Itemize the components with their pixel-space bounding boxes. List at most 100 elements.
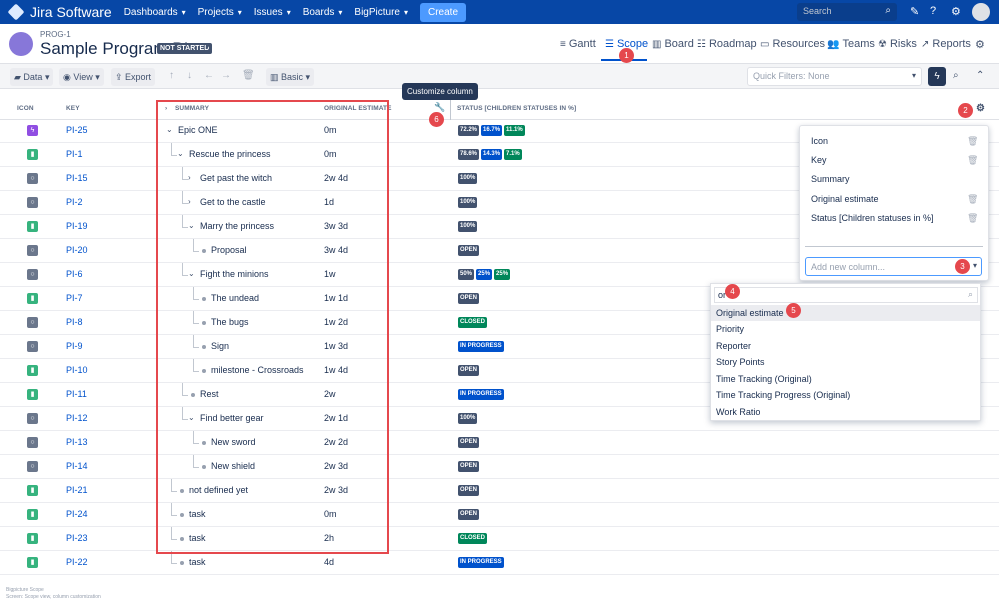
lightning-icon[interactable]: ϟ (928, 67, 946, 86)
nav-issues[interactable]: Issues ▾ (254, 7, 291, 18)
issue-estimate[interactable]: 1w 1d (324, 293, 349, 303)
issue-estimate[interactable]: 2w 1d (324, 413, 349, 423)
issue-key-link[interactable]: PI-13 (66, 437, 88, 447)
issue-estimate[interactable]: 3w 4d (324, 245, 349, 255)
column-item-icon[interactable]: Icon (811, 136, 829, 146)
column-item-summary[interactable]: Summary (811, 174, 850, 184)
view-menu-button[interactable]: ◉ View ▾ (59, 68, 104, 86)
dropdown-option[interactable]: Time Tracking Progress (Original) (716, 390, 851, 400)
issue-key-link[interactable]: PI-20 (66, 245, 88, 255)
issue-estimate[interactable]: 2w 4d (324, 173, 349, 183)
tab-scope[interactable]: ☰ Scope (605, 38, 648, 50)
chevron-down-icon[interactable]: ⌄ (188, 413, 195, 422)
add-column-input[interactable]: Add new column... ▾ (805, 257, 982, 276)
header-key[interactable]: KEY (66, 105, 80, 112)
table-row[interactable]: ○ PI-13 New sword 2w 2d OPEN (0, 431, 999, 455)
issue-key-link[interactable]: PI-8 (66, 317, 83, 327)
chevron-down-icon[interactable]: ⌄ (188, 221, 195, 230)
collapse-icon[interactable]: ⌃ (976, 70, 985, 81)
arrow-left-icon[interactable]: ← (204, 70, 214, 81)
chevron-down-icon[interactable]: ⌄ (166, 125, 173, 134)
trash-icon[interactable]: 🗑 (967, 194, 979, 204)
chevron-down-icon[interactable]: ▾ (205, 41, 211, 52)
tab-resources[interactable]: ▭ Resources (760, 38, 825, 50)
table-row[interactable]: ▮ PI-19 ⌄ Marry the princess 3w 3d 100% (0, 215, 999, 239)
dropdown-option[interactable]: Reporter (716, 341, 752, 351)
tab-roadmap[interactable]: ☷ Roadmap (697, 38, 757, 50)
issue-estimate[interactable]: 1w 2d (324, 317, 349, 327)
issue-key-link[interactable]: PI-23 (66, 533, 88, 543)
header-icon[interactable]: ICON (17, 105, 34, 112)
issue-summary[interactable]: Get to the castle (200, 197, 266, 207)
column-search-input[interactable]: or ⌕ (714, 287, 978, 303)
issue-estimate[interactable]: 0m (324, 149, 337, 159)
chevron-right-icon[interactable]: › (165, 105, 168, 112)
chevron-right-icon[interactable]: › (188, 197, 191, 206)
issue-summary[interactable]: The bugs (211, 317, 249, 327)
issue-summary[interactable]: task (189, 509, 206, 519)
issue-summary[interactable]: Sign (211, 341, 230, 351)
issue-estimate[interactable]: 1w 4d (324, 365, 349, 375)
column-item-status[interactable]: Status [Children statuses in %] (811, 213, 934, 223)
trash-icon[interactable]: 🗑 (967, 213, 979, 223)
delete-icon[interactable]: 🗑 (242, 70, 255, 81)
tab-risks[interactable]: ☢ Risks (878, 38, 917, 50)
global-search-input[interactable]: Search ⌕ (797, 3, 897, 21)
table-row[interactable]: ○ PI-2 › Get to the castle 1d 100% (0, 191, 999, 215)
dropdown-option[interactable]: Original estimate (711, 305, 980, 321)
nav-bigpicture[interactable]: BigPicture ▾ (354, 7, 408, 18)
table-row[interactable]: ▮ PI-22 task 4d IN PROGRESS (0, 551, 999, 575)
help-icon[interactable]: ? (930, 5, 937, 17)
issue-summary[interactable]: Find better gear (200, 413, 264, 423)
header-original-estimate[interactable]: ORIGINAL ESTIMATE (324, 105, 392, 112)
wrench-icon[interactable]: 🔧 (434, 102, 446, 112)
issue-key-link[interactable]: PI-7 (66, 293, 83, 303)
issue-key-link[interactable]: PI-2 (66, 197, 83, 207)
issue-estimate[interactable]: 1d (324, 197, 335, 207)
dropdown-option[interactable]: Story Points (716, 357, 765, 367)
table-row[interactable]: ▮ PI-7 The undead 1w 1d OPEN (0, 287, 999, 311)
table-row[interactable]: ▮ PI-11 Rest 2w IN PROGRESS (0, 383, 999, 407)
create-button[interactable]: Create (420, 2, 467, 22)
issue-estimate[interactable]: 0m (324, 125, 337, 135)
issue-summary[interactable]: milestone - Crossroads (211, 365, 304, 375)
trash-icon[interactable]: 🗑 (967, 155, 979, 165)
issue-estimate[interactable]: 2w 3d (324, 485, 349, 495)
table-row[interactable]: ϟ PI-25 ⌄ Epic ONE 0m 72.2% 16.7% 11.1% (0, 119, 999, 143)
issue-summary[interactable]: Rest (200, 389, 219, 399)
data-menu-button[interactable]: ▰ Data ▾ (10, 68, 54, 86)
issue-key-link[interactable]: PI-12 (66, 413, 88, 423)
issue-key-link[interactable]: PI-24 (66, 509, 88, 519)
table-row[interactable]: ○ PI-9 Sign 1w 3d IN PROGRESS (0, 335, 999, 359)
issue-estimate[interactable]: 2w (324, 389, 336, 399)
table-row[interactable]: ▮ PI-23 task 2h CLOSED (0, 527, 999, 551)
table-row[interactable]: ▮ PI-1 ⌄ Rescue the princess 0m 78.6% 14.3% 7.1… (0, 143, 999, 167)
table-row[interactable]: ○ PI-20 Proposal 3w 4d OPEN (0, 239, 999, 263)
table-row[interactable]: ▮ PI-24 task 0m OPEN (0, 503, 999, 527)
column-settings-icon[interactable]: ⚙ (976, 103, 986, 114)
chevron-down-icon[interactable]: ⌄ (177, 149, 184, 158)
nav-projects[interactable]: Projects ▾ (198, 7, 242, 18)
jira-logo[interactable]: Jira Software (7, 3, 112, 21)
user-avatar[interactable] (972, 3, 990, 21)
issue-key-link[interactable]: PI-10 (66, 365, 88, 375)
issue-summary[interactable]: The undead (211, 293, 260, 303)
column-item-key[interactable]: Key (811, 155, 827, 165)
issue-key-link[interactable]: PI-25 (66, 125, 88, 135)
quick-filters-select[interactable]: Quick Filters: None ▾ (747, 67, 922, 86)
issue-summary[interactable]: Fight the minions (200, 269, 269, 279)
arrow-right-icon[interactable]: → (221, 70, 231, 81)
export-button[interactable]: ⇪ Export (111, 68, 156, 86)
issue-key-link[interactable]: PI-9 (66, 341, 83, 351)
nav-dashboards[interactable]: Dashboards ▾ (124, 7, 186, 18)
tab-board[interactable]: ▥ Board (652, 38, 694, 50)
chevron-right-icon[interactable]: › (188, 173, 191, 182)
dropdown-option[interactable]: Time Tracking (Original) (716, 374, 812, 384)
issue-summary[interactable]: New sword (211, 437, 256, 447)
search-icon[interactable]: ⌕ (953, 70, 959, 81)
table-row[interactable]: ▮ PI-21 not defined yet 2w 3d OPEN (0, 479, 999, 503)
issue-estimate[interactable]: 1w 3d (324, 341, 349, 351)
table-row[interactable]: ▮ PI-10 milestone - Crossroads 1w 4d OPEN (0, 359, 999, 383)
tab-gantt[interactable]: ≡ Gantt (560, 38, 596, 50)
issue-key-link[interactable]: PI-15 (66, 173, 88, 183)
